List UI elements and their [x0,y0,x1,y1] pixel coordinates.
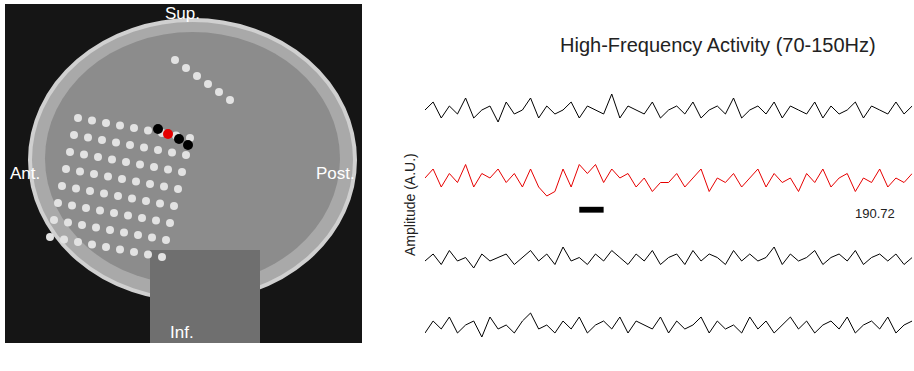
svg-text:190.72: 190.72 [855,206,895,221]
svg-text:Amplitude (A.U.): Amplitude (A.U.) [402,153,418,256]
svg-text:Post.: Post. [316,164,355,183]
svg-text:Ant.: Ant. [10,164,40,183]
svg-text:Sup.: Sup. [165,4,200,23]
svg-text:Inf.: Inf. [170,323,194,342]
svg-text:High-Frequency Activity (70-15: High-Frequency Activity (70-150Hz) [560,34,876,56]
